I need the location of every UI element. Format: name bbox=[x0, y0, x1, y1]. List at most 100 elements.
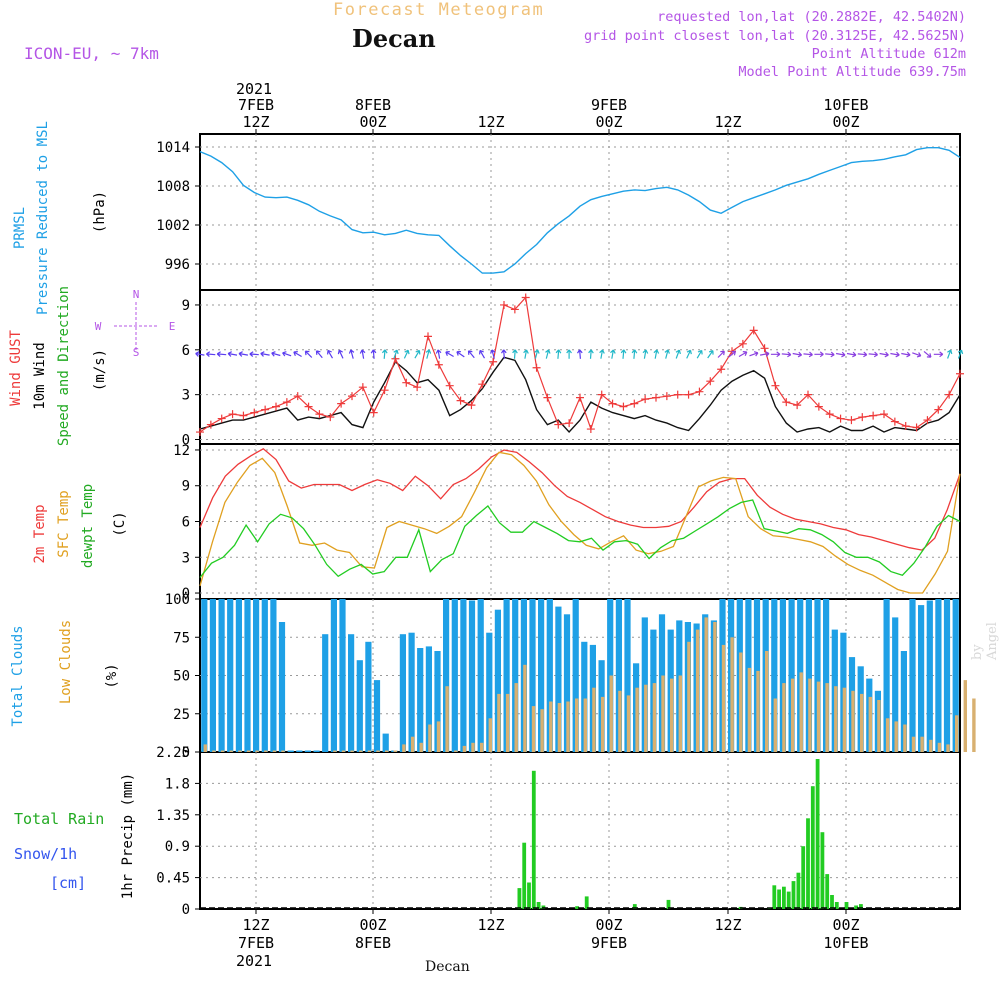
gust-marker bbox=[760, 344, 769, 353]
wind-direction-arrow bbox=[588, 349, 594, 359]
low-cloud-bar bbox=[367, 750, 372, 752]
total-cloud-bar bbox=[529, 599, 536, 752]
low-cloud-bar bbox=[972, 698, 976, 752]
y-tick-label: 0 bbox=[182, 433, 190, 449]
low-cloud-bar bbox=[808, 678, 812, 752]
top-date-label: 9FEB bbox=[591, 96, 627, 114]
gust-marker bbox=[261, 405, 270, 414]
y-tick-label: 0.45 bbox=[156, 871, 190, 887]
total-cloud-bar bbox=[373, 680, 381, 752]
gust-marker bbox=[282, 398, 291, 407]
gust-marker bbox=[445, 381, 454, 390]
top-date-label: 8FEB bbox=[355, 96, 391, 114]
wind-direction-arrow bbox=[435, 349, 442, 359]
rain-bar bbox=[575, 906, 579, 909]
rain-bar bbox=[801, 846, 806, 909]
wind-direction-arrow bbox=[359, 349, 366, 359]
wind-direction-arrow bbox=[868, 351, 878, 358]
gust-marker bbox=[684, 390, 693, 399]
total-cloud-bar bbox=[304, 750, 311, 752]
pressure-line bbox=[199, 146, 961, 274]
top-date-label: 10FEB bbox=[823, 96, 868, 114]
low-cloud-bar bbox=[480, 742, 484, 752]
low-cloud-bar bbox=[609, 675, 613, 752]
total-cloud-bar bbox=[512, 599, 519, 752]
total-cloud-bar bbox=[494, 609, 501, 752]
low-cloud-bar bbox=[341, 750, 346, 752]
gust-marker bbox=[836, 414, 845, 423]
dewpoint-line bbox=[199, 499, 961, 578]
total-cloud-bar bbox=[572, 599, 579, 752]
low-cloud-bar bbox=[946, 744, 950, 752]
gust-marker bbox=[478, 380, 487, 389]
total-cloud-bar bbox=[563, 614, 571, 752]
total-cloud-bar bbox=[287, 750, 294, 752]
gust-marker bbox=[956, 369, 964, 378]
total-cloud-bar bbox=[330, 599, 337, 752]
wind-direction-arrow bbox=[337, 349, 344, 359]
total-cloud-bar bbox=[546, 599, 553, 752]
y-tick-label: 50 bbox=[173, 669, 190, 685]
cloud-label-low: Low Clouds bbox=[58, 620, 74, 704]
wind-direction-arrow bbox=[293, 351, 302, 358]
y-tick-label: 2.25 bbox=[156, 745, 190, 761]
wind-direction-arrow bbox=[696, 349, 703, 359]
bottom-hour-label: 12Z bbox=[714, 916, 741, 934]
total-cloud-bar bbox=[261, 599, 268, 752]
low-cloud-bar bbox=[359, 750, 363, 752]
y-tick-label: 75 bbox=[173, 630, 190, 646]
snow-unit-label: [cm] bbox=[50, 874, 86, 892]
y-tick-label: 100 bbox=[165, 592, 190, 608]
low-cloud-bar bbox=[272, 750, 277, 752]
wind-direction-arrow bbox=[370, 349, 377, 359]
wind-direction-arrow bbox=[835, 351, 846, 358]
total-cloud-bar bbox=[278, 622, 286, 752]
wind-direction-arrow bbox=[206, 351, 216, 357]
gust-marker bbox=[521, 293, 530, 302]
total-cloud-bar bbox=[201, 599, 208, 752]
gust-marker bbox=[196, 428, 204, 437]
top-hour-label: 12Z bbox=[477, 113, 504, 131]
bottom-date-label: 10FEB bbox=[823, 934, 868, 952]
low-cloud-bar bbox=[255, 750, 259, 752]
total-cloud-bar bbox=[227, 599, 234, 752]
gust-marker bbox=[814, 402, 823, 411]
rain-bar bbox=[772, 885, 777, 909]
top-hour-label: 12Z bbox=[242, 113, 269, 131]
bottom-date-label: 9FEB bbox=[591, 934, 627, 952]
wind-direction-arrow bbox=[825, 351, 835, 358]
low-cloud-bar bbox=[894, 721, 898, 752]
low-cloud-bar bbox=[514, 683, 518, 752]
total-cloud-bar bbox=[581, 641, 588, 752]
wind-label-dir: Speed and Direction bbox=[56, 286, 72, 446]
wind-direction-arrow bbox=[216, 351, 227, 357]
wind-unit: (m/s) bbox=[92, 349, 108, 391]
total-cloud-bar bbox=[365, 641, 372, 752]
low-cloud-bar bbox=[911, 736, 916, 752]
low-cloud-bar bbox=[687, 641, 691, 752]
low-cloud-bar bbox=[626, 695, 631, 752]
wind-direction-arrow bbox=[445, 351, 454, 358]
gust-marker bbox=[358, 383, 367, 392]
y-tick-label: 6 bbox=[182, 343, 190, 359]
wind-direction-arrow bbox=[620, 349, 627, 359]
gust-marker bbox=[413, 383, 422, 392]
low-cloud-bar bbox=[540, 709, 544, 752]
cloud-unit: (%) bbox=[104, 663, 120, 688]
gust-marker bbox=[228, 410, 237, 419]
rain-bar bbox=[522, 842, 527, 909]
low-cloud-bar bbox=[868, 696, 872, 752]
gust-marker bbox=[858, 413, 867, 422]
wind-direction-arrow bbox=[664, 349, 670, 359]
total-cloud-bar bbox=[503, 599, 510, 752]
temp-label-sfc: SFC Temp bbox=[56, 490, 72, 557]
total-cloud-bar bbox=[909, 599, 916, 752]
bottom-hour-label: 12Z bbox=[242, 916, 269, 934]
low-cloud-bar bbox=[445, 686, 449, 752]
total-cloud-bar bbox=[615, 599, 622, 752]
rain-bar bbox=[820, 832, 825, 909]
y-tick-label: 1008 bbox=[156, 179, 190, 195]
total-cloud-bar bbox=[434, 651, 441, 752]
low-cloud-bar bbox=[903, 724, 907, 752]
rain-bar bbox=[806, 818, 810, 909]
